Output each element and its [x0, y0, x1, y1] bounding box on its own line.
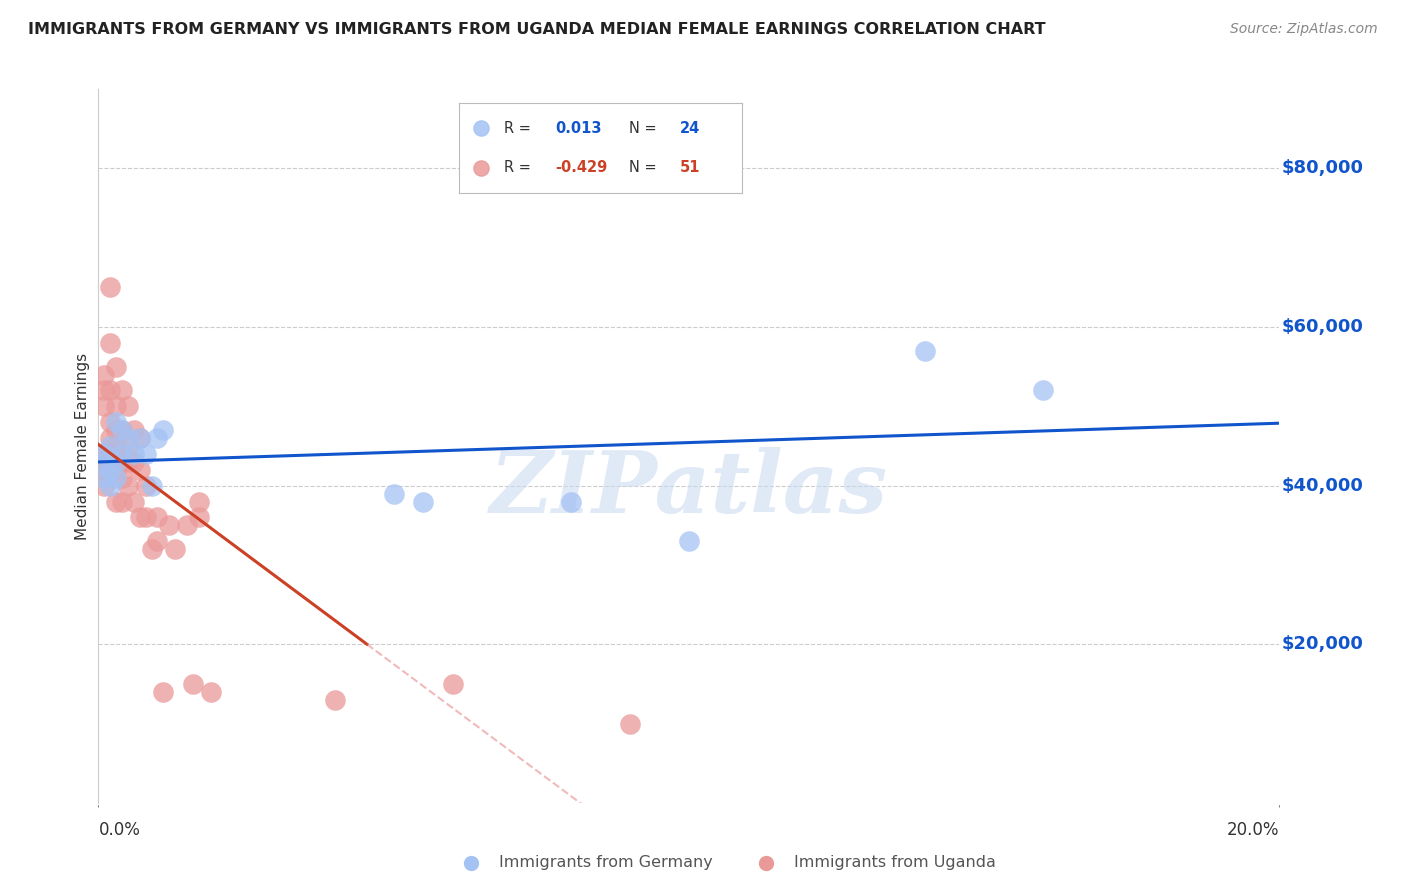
Point [111, 455, 134, 469]
Point [93, 478, 115, 492]
Point [111, 384, 134, 398]
Point [122, 494, 145, 508]
Point [105, 494, 128, 508]
Point [117, 455, 139, 469]
Point [111, 423, 134, 437]
Point [98, 463, 121, 477]
Text: Source: ZipAtlas.com: Source: ZipAtlas.com [1230, 22, 1378, 37]
Point [146, 510, 169, 524]
Point [165, 542, 187, 557]
Y-axis label: Median Female Earnings: Median Female Earnings [75, 352, 90, 540]
Point [93, 471, 115, 485]
Point [98, 280, 121, 294]
Text: Immigrants from Uganda: Immigrants from Uganda [794, 855, 997, 870]
Point [111, 494, 134, 508]
Point [105, 423, 128, 437]
Point [105, 400, 128, 414]
Text: $60,000: $60,000 [1282, 318, 1364, 336]
Point [98, 439, 121, 453]
Point [105, 415, 128, 429]
Point [560, 494, 582, 508]
Text: $80,000: $80,000 [1282, 160, 1364, 178]
Point [619, 716, 641, 731]
Point [128, 463, 150, 477]
Point [117, 400, 139, 414]
Point [93, 447, 115, 461]
Point [93, 400, 115, 414]
Point [128, 510, 150, 524]
Point [157, 518, 180, 533]
Point [441, 677, 464, 691]
Point [141, 542, 163, 557]
Point [105, 439, 128, 453]
Point [200, 685, 222, 699]
Point [111, 471, 134, 485]
Point [117, 478, 139, 492]
Point [111, 447, 134, 461]
Point [1032, 384, 1054, 398]
Point [122, 455, 145, 469]
Point [117, 431, 139, 445]
Point [111, 423, 134, 437]
Point [135, 447, 157, 461]
Point [117, 439, 139, 453]
Point [98, 384, 121, 398]
Point [105, 455, 128, 469]
Point [146, 534, 169, 549]
Text: 20.0%: 20.0% [1227, 821, 1279, 838]
Point [93, 455, 115, 469]
Point [135, 478, 157, 492]
Point [412, 494, 434, 508]
Point [122, 447, 145, 461]
Point [105, 359, 128, 374]
Point [105, 463, 128, 477]
Point [93, 463, 115, 477]
Text: 0.0%: 0.0% [98, 821, 141, 838]
Point [141, 478, 163, 492]
Point [93, 384, 115, 398]
Point [135, 510, 157, 524]
Point [93, 368, 115, 382]
Point [187, 494, 209, 508]
Point [105, 471, 128, 485]
Point [98, 335, 121, 350]
Point [98, 415, 121, 429]
Point [914, 343, 936, 358]
Point [98, 431, 121, 445]
Text: Immigrants from Germany: Immigrants from Germany [499, 855, 713, 870]
Point [678, 534, 700, 549]
Point [98, 447, 121, 461]
Point [122, 423, 145, 437]
Point [146, 431, 169, 445]
Point [98, 478, 121, 492]
Point [382, 486, 405, 500]
Point [98, 455, 121, 469]
Point [152, 423, 174, 437]
Point [152, 685, 174, 699]
Point [128, 431, 150, 445]
Text: ZIPatlas: ZIPatlas [489, 447, 889, 531]
Point [176, 518, 198, 533]
Point [93, 447, 115, 461]
Point [181, 677, 204, 691]
Text: IMMIGRANTS FROM GERMANY VS IMMIGRANTS FROM UGANDA MEDIAN FEMALE EARNINGS CORRELA: IMMIGRANTS FROM GERMANY VS IMMIGRANTS FR… [28, 22, 1046, 37]
Text: $20,000: $20,000 [1282, 635, 1364, 653]
Point [93, 455, 115, 469]
Point [128, 431, 150, 445]
Point [187, 510, 209, 524]
Text: $40,000: $40,000 [1282, 476, 1364, 495]
Point [323, 692, 346, 706]
